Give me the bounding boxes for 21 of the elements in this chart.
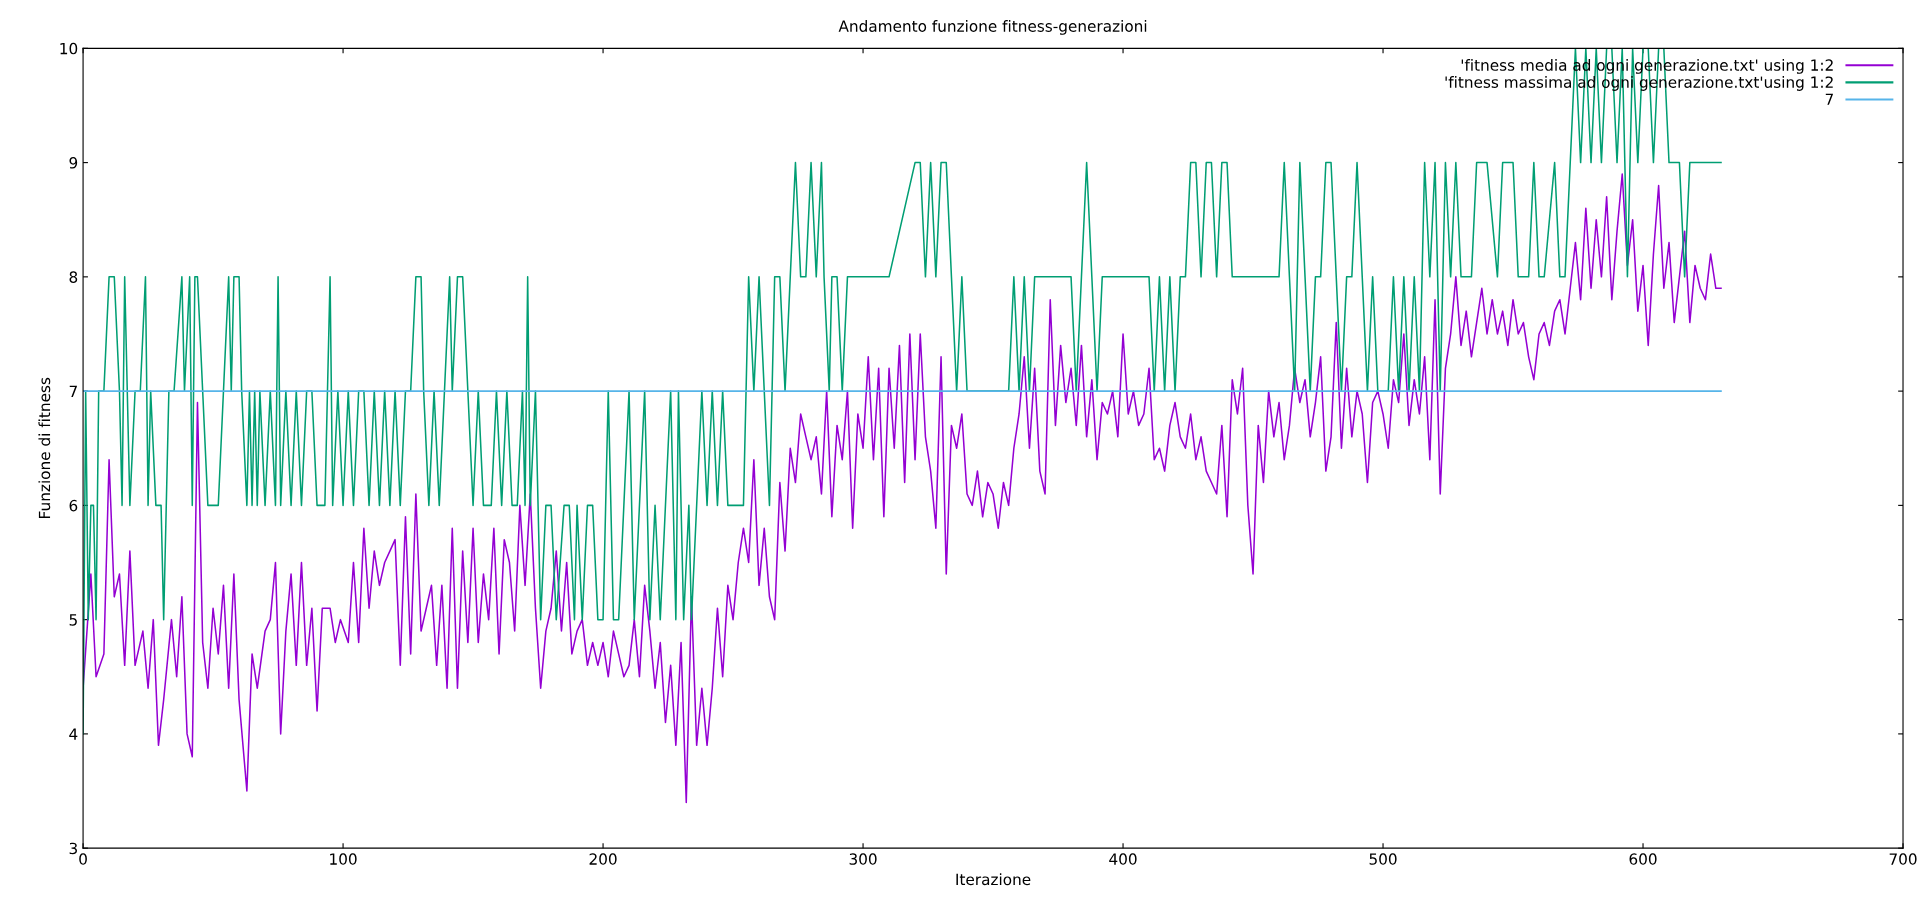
- line-series: [83, 173, 1722, 804]
- y-tick-label: 6: [69, 499, 78, 512]
- x-tick-label: 600: [1629, 853, 1657, 865]
- x-tick-label: 300: [849, 853, 877, 865]
- x-tick-label: 400: [1109, 853, 1137, 865]
- x-tick-label: 200: [589, 853, 617, 865]
- x-tick-label: 0: [79, 853, 87, 865]
- y-axis-title: Funzione di fitness: [38, 377, 51, 518]
- x-tick-label: 700: [1889, 853, 1917, 865]
- chart-title: Andamento funzione fitness-generazioni: [838, 20, 1147, 35]
- x-tick-label: 500: [1369, 853, 1397, 865]
- y-tick-label: 3: [69, 842, 77, 855]
- y-tick-label: 4: [69, 728, 78, 740]
- legend-label: 7: [1825, 93, 1833, 105]
- x-tick-label: 100: [330, 853, 357, 865]
- y-tick-label: 7: [69, 385, 77, 397]
- y-tick-label: 10: [60, 42, 78, 55]
- y-tick-label: 9: [69, 157, 78, 169]
- y-tick-label: 5: [69, 614, 77, 626]
- x-axis-title: Iterazione: [956, 873, 1031, 886]
- y-tick-label: 8: [69, 271, 78, 283]
